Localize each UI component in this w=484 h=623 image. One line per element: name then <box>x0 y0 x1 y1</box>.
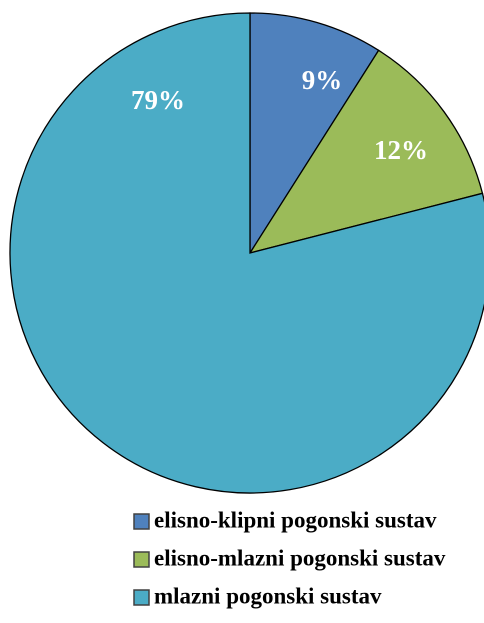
legend-swatch <box>133 513 150 530</box>
data-label: 9% <box>302 65 343 95</box>
pie-slice <box>9 12 484 494</box>
legend-swatch <box>133 551 150 568</box>
data-label: 12% <box>374 135 428 165</box>
data-label: 79% <box>131 85 185 115</box>
legend-label: elisno-mlazni pogonski sustav <box>154 545 446 570</box>
pie-slice <box>248 49 484 255</box>
legend-label: mlazni pogonski sustav <box>154 583 382 608</box>
pie-slice <box>249 12 380 256</box>
legend-label: elisno-klipni pogonski sustav <box>154 507 437 532</box>
legend-swatch <box>133 589 150 606</box>
